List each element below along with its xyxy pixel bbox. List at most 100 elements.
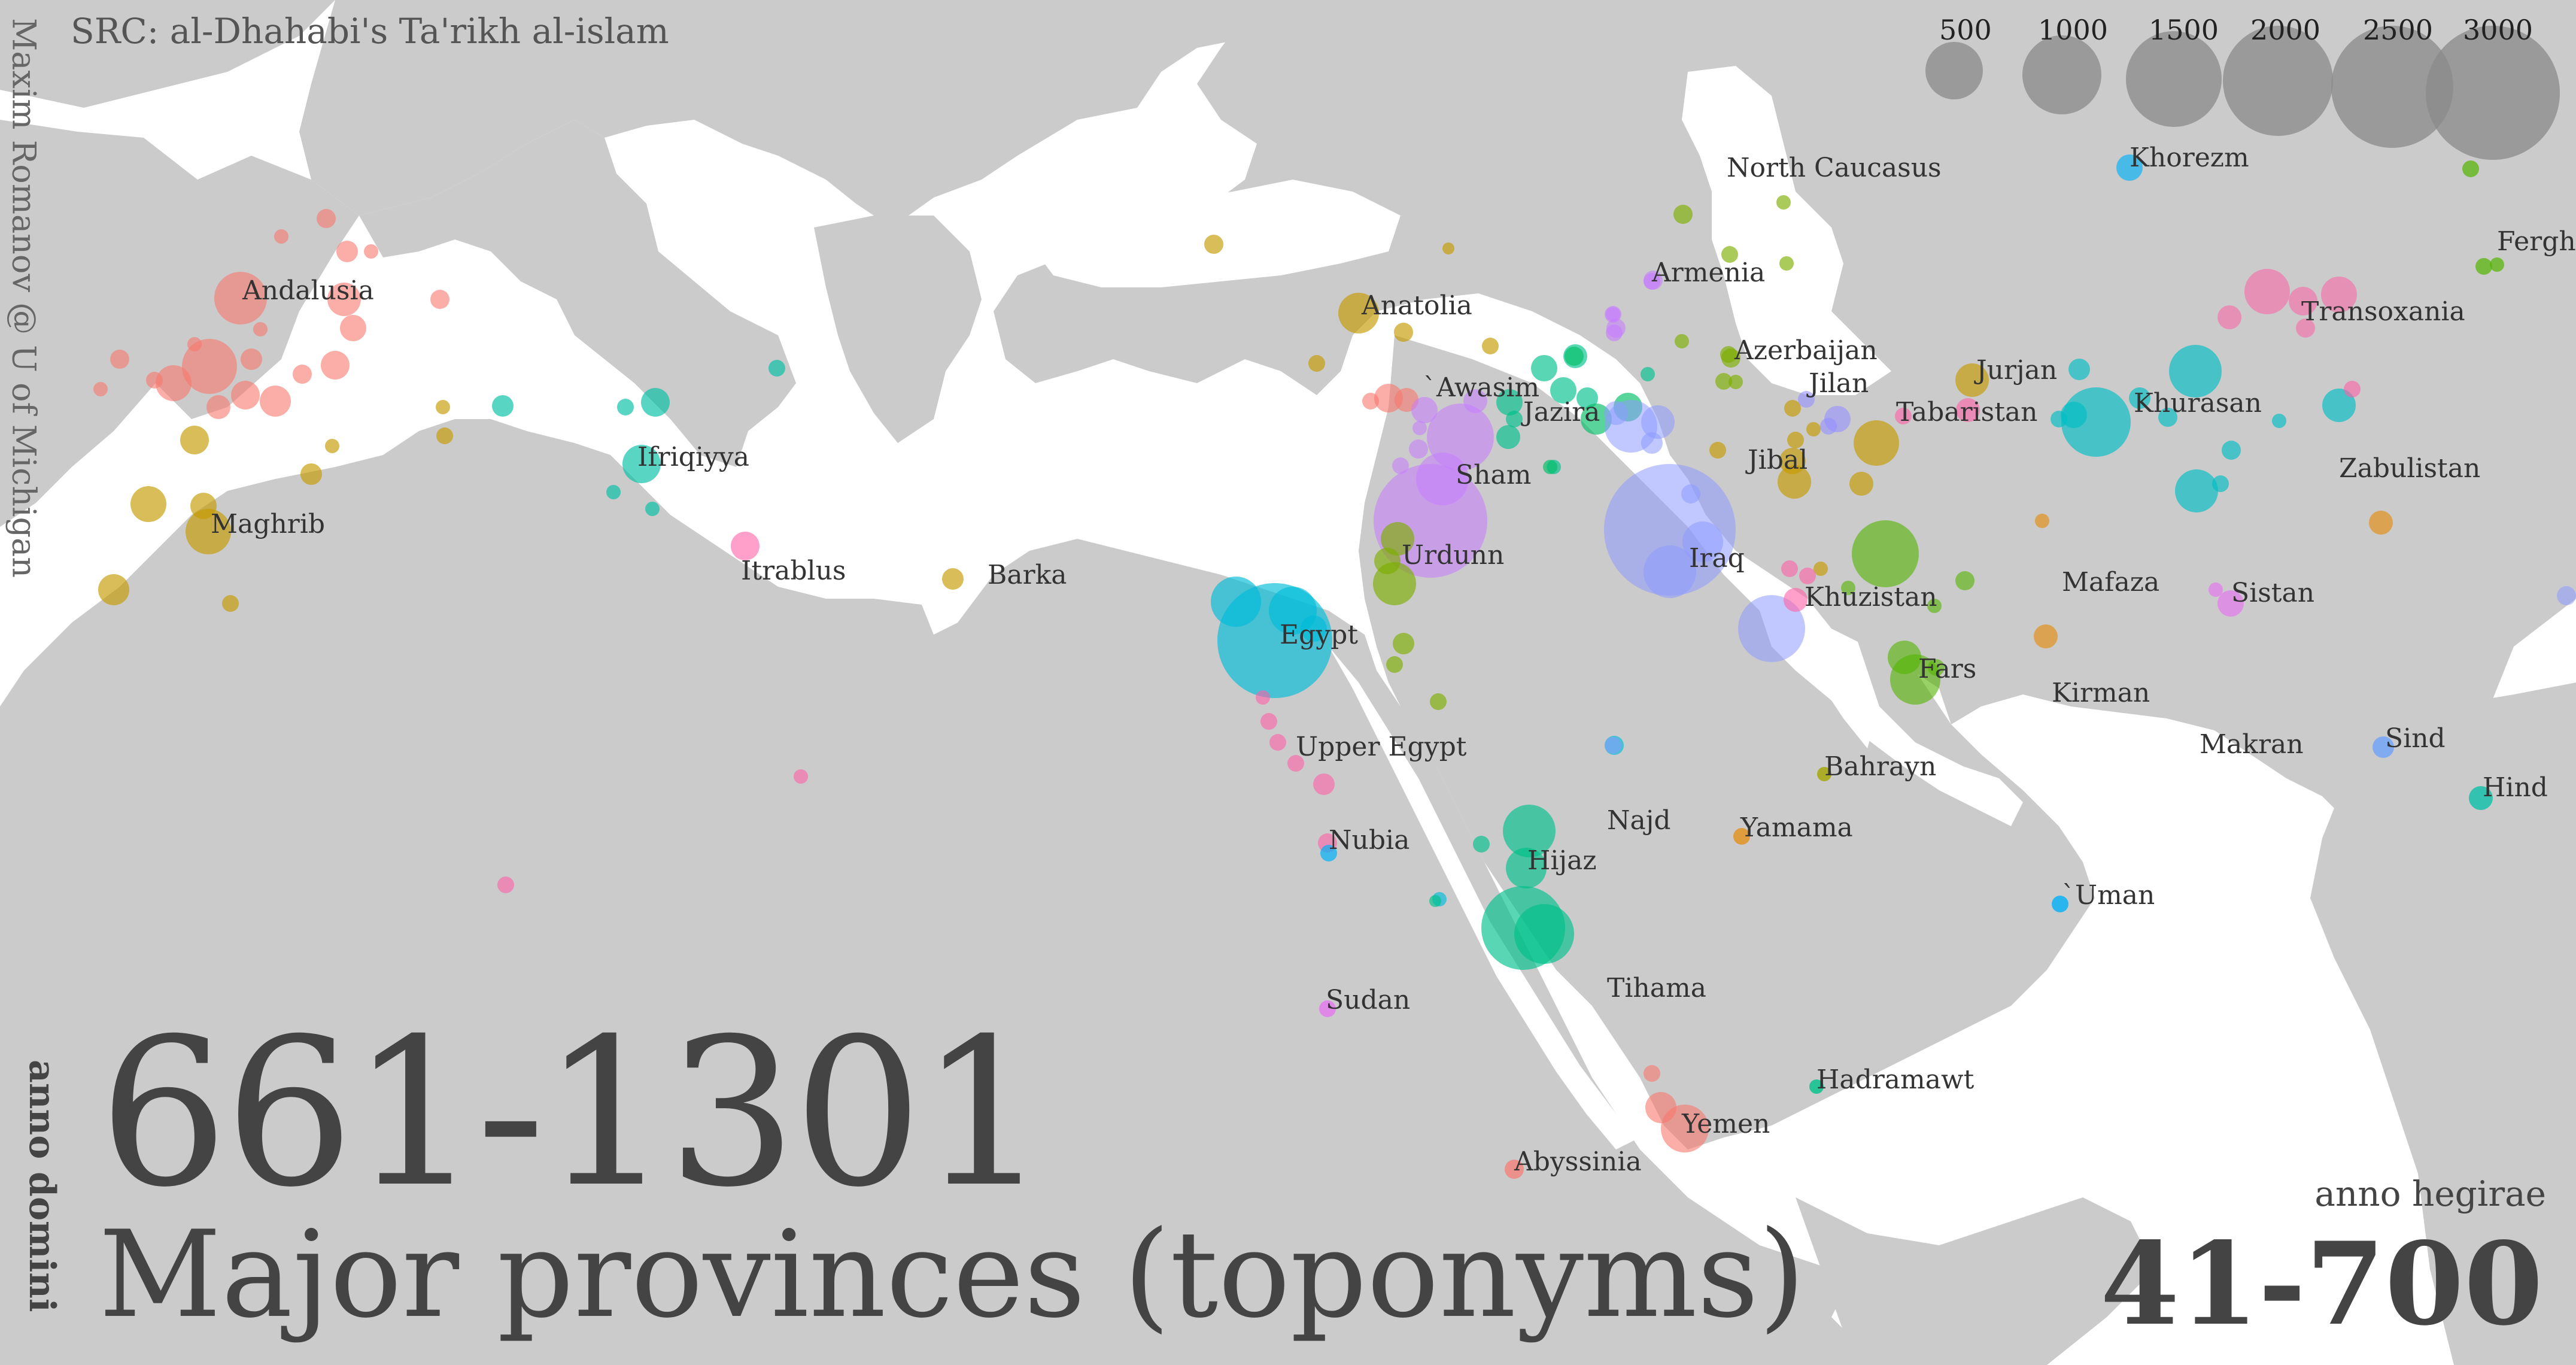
bubbles-ifriqiyya bbox=[492, 360, 785, 516]
legend-label-1000: 1000 bbox=[2038, 14, 2108, 46]
land-balkans bbox=[814, 216, 982, 443]
bubbles-sudan bbox=[1319, 1000, 1336, 1017]
bubbles-maghrib bbox=[98, 400, 964, 612]
bubbles-sind bbox=[2373, 736, 2394, 758]
caspian-sea bbox=[1682, 66, 1891, 395]
label-zabulistan: Zabulistan bbox=[2339, 453, 2480, 484]
label-hadramawt: Hadramawt bbox=[1816, 1064, 1974, 1095]
label-makran: Makran bbox=[2200, 729, 2304, 760]
label-urdunn: Urdunn bbox=[1402, 540, 1504, 571]
era-ah-label: anno hegirae bbox=[2314, 1173, 2546, 1214]
legend-circle-2000 bbox=[2223, 26, 2333, 136]
bubbles-armenia bbox=[1605, 273, 1660, 341]
label-tihama: Tihama bbox=[1607, 973, 1706, 1003]
bubbles-fars bbox=[1841, 520, 1974, 705]
label-sistan: Sistan bbox=[2231, 578, 2314, 608]
label-jibal: Jibal bbox=[1745, 445, 1808, 475]
bubbles-sistan bbox=[2209, 583, 2244, 617]
label-ifriqiyya: Ifriqiyya bbox=[637, 442, 749, 472]
label-bahrayn: Bahrayn bbox=[1824, 751, 1936, 782]
years-ah: 41-700 bbox=[2100, 1217, 2543, 1351]
land-africa bbox=[0, 419, 1867, 1365]
province-labels: Andalusia Maghrib Ifriqiyya Itrablus Bar… bbox=[211, 142, 2576, 1177]
persian-gulf bbox=[1760, 611, 2023, 826]
land-europe-north bbox=[299, 0, 1257, 228]
bubble-layer bbox=[93, 154, 2576, 1179]
legend-circle-2500 bbox=[2331, 26, 2453, 148]
legend-circle-1000 bbox=[2022, 35, 2101, 114]
label-anatolia: Anatolia bbox=[1361, 290, 1472, 321]
legend-label-500: 500 bbox=[1939, 14, 1992, 46]
author-credit: Maxim Romanov @ U of Michigan bbox=[5, 18, 43, 578]
label-itrablus: Itrablus bbox=[741, 556, 846, 586]
label-hind: Hind bbox=[2483, 772, 2548, 803]
bubbles-khuzistan bbox=[1781, 560, 1816, 612]
label-jazira: Jazira bbox=[1521, 397, 1600, 427]
legend-circle-1500 bbox=[2126, 31, 2222, 127]
label-iraq: Iraq bbox=[1689, 543, 1745, 574]
label-awasim: `Awasim bbox=[1423, 372, 1539, 403]
legend-label-1500: 1500 bbox=[2149, 14, 2219, 46]
land-horn-africa bbox=[1796, 1197, 2155, 1365]
years-ad: 661-1301 bbox=[99, 995, 1049, 1232]
label-upper-egypt: Upper Egypt bbox=[1296, 732, 1467, 762]
label-khorezm: Khorezm bbox=[2130, 142, 2249, 173]
bubbles-hadramawt bbox=[1809, 1079, 1824, 1094]
label-najd: Najd bbox=[1607, 805, 1671, 836]
era-ad-label: anno domini bbox=[21, 1060, 63, 1312]
legend-label-2000: 2000 bbox=[2250, 14, 2320, 46]
black-sea bbox=[1017, 180, 1401, 287]
legend-circle-500 bbox=[1925, 42, 1983, 99]
label-yemen: Yemen bbox=[1681, 1109, 1770, 1139]
bubbles-abyssinia bbox=[1505, 1160, 1524, 1179]
bubbles-jibal bbox=[1709, 363, 1989, 576]
label-azerbaijan: Azerbaijan bbox=[1734, 335, 1878, 366]
bubbles-yamama bbox=[1733, 828, 1750, 845]
bubbles-nubia bbox=[1320, 845, 1337, 862]
label-fars: Fars bbox=[1918, 654, 1976, 684]
bubbles-hind bbox=[2469, 786, 2493, 810]
bubbles-jilan bbox=[1798, 391, 1851, 435]
label-north-caucasus: North Caucasus bbox=[1727, 153, 1942, 183]
legend-label-3000: 3000 bbox=[2463, 14, 2533, 46]
label-tabaristan: Tabaristan bbox=[1896, 397, 2038, 427]
land-europe-west bbox=[0, 0, 359, 527]
bubbles-bahrayn bbox=[1817, 767, 1831, 781]
size-legend: 500 1000 1500 2000 2500 3000 bbox=[1925, 14, 2560, 160]
legend-label-2500: 2500 bbox=[2363, 14, 2433, 46]
label-yamama: Yamama bbox=[1740, 812, 1853, 843]
label-armenia: Armenia bbox=[1651, 257, 1765, 288]
bubbles-tabaristan bbox=[1895, 381, 2361, 424]
bubbles-azerbaijan bbox=[1675, 334, 1740, 390]
bubbles-iraq bbox=[1604, 400, 2576, 754]
label-hijaz: Hijaz bbox=[1527, 845, 1597, 876]
land-india bbox=[2310, 682, 2576, 1365]
legend-circle-3000 bbox=[2426, 26, 2560, 160]
label-sudan: Sudan bbox=[1326, 985, 1410, 1015]
label-nubia: Nubia bbox=[1329, 825, 1409, 856]
label-sind: Sind bbox=[2385, 723, 2446, 754]
bubbles-fergha bbox=[2462, 160, 2504, 275]
label-mafaza: Mafaza bbox=[2062, 567, 2159, 597]
bubbles-yemen bbox=[1644, 1065, 1709, 1152]
label-kirman: Kirman bbox=[2052, 678, 2150, 708]
label-maghrib: Maghrib bbox=[211, 509, 325, 539]
label-sham: Sham bbox=[1456, 460, 1531, 490]
label-jilan: Jilan bbox=[1806, 368, 1869, 399]
bubbles-khorezm bbox=[2116, 154, 2143, 181]
bubbles-kirman bbox=[2034, 511, 2393, 648]
bubbles-urdunn bbox=[1373, 195, 1794, 710]
bubbles-hijaz bbox=[1429, 344, 1655, 970]
bubbles-itrablus bbox=[497, 532, 808, 893]
bubbles-uman bbox=[2052, 896, 2068, 912]
label-transoxania: Transoxania bbox=[2301, 296, 2465, 327]
red-sea bbox=[1329, 647, 1640, 1149]
label-barka: Barka bbox=[988, 560, 1067, 590]
era-ad-wrapper: anno domini bbox=[0, 1060, 66, 1359]
label-fergha: Fergha bbox=[2497, 226, 2576, 257]
label-jurjan: Jurjan bbox=[1974, 355, 2057, 386]
bubbles-egypt bbox=[1211, 577, 1624, 906]
label-andalusia: Andalusia bbox=[242, 275, 374, 306]
bubbles-anatolia bbox=[1204, 235, 1499, 372]
